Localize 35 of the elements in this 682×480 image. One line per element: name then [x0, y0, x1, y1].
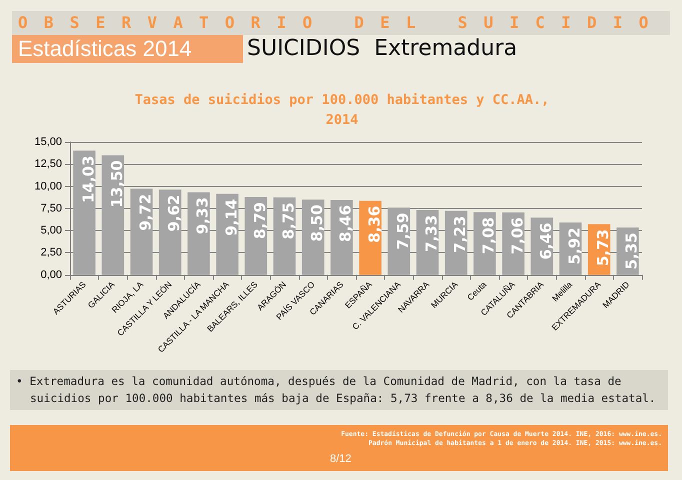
bar [102, 155, 124, 275]
data-label: 9,72 [136, 194, 154, 231]
data-label: 7,59 [394, 212, 412, 250]
data-label: 7,06 [508, 217, 526, 254]
text: O B S E R V A T O R I O D E L S U I C I D I O [12, 11, 670, 35]
data-label: 5,73 [594, 229, 612, 266]
data-label: 8,36 [365, 206, 384, 243]
text: SUICIDIOS Extremadura [247, 35, 518, 63]
data-label: 9,33 [194, 197, 212, 234]
bar [73, 150, 96, 275]
y-tick-label: 12,50 [34, 158, 62, 170]
chart-title: Tasas de suicidios por 100.000 habitantes y CC.AA., 2014 [134, 92, 550, 128]
data-label: 8,79 [250, 202, 269, 240]
data-label: 7,08 [480, 217, 498, 254]
data-label: 7,23 [451, 216, 470, 253]
data-label: 9,14 [222, 198, 240, 236]
y-tick-label: 10,00 [34, 180, 62, 192]
data-label: 8,75 [280, 202, 298, 240]
data-label: 6,46 [536, 222, 555, 260]
text: • Extremadura es la comunidad autónoma, después de la Comunidad de Madrid, con la tasa de suicidios por 100.000 habitantes más baja de España: 5,73 frente a 8,36 de la media estatal. [10, 370, 668, 410]
y-tick-label: 7,50 [40, 202, 62, 214]
y-tick-label: 15,00 [34, 136, 62, 148]
data-label: 5,35 [622, 232, 641, 270]
y-tick-label: 0,00 [40, 268, 62, 281]
text: Estadísticas 2014 [12, 35, 243, 63]
y-tick-label: 5,00 [40, 224, 62, 237]
data-label: 14,03 [79, 156, 98, 204]
text: 8/12 [330, 453, 352, 465]
y-tick-label: 2,50 [40, 246, 62, 259]
data-label: 5,92 [566, 227, 584, 264]
data-label: 8,50 [308, 204, 326, 242]
data-label: 7,33 [422, 214, 440, 252]
data-label: 9,62 [165, 194, 184, 232]
data-label: 8,46 [336, 204, 355, 242]
data-label: 13,50 [108, 160, 126, 208]
